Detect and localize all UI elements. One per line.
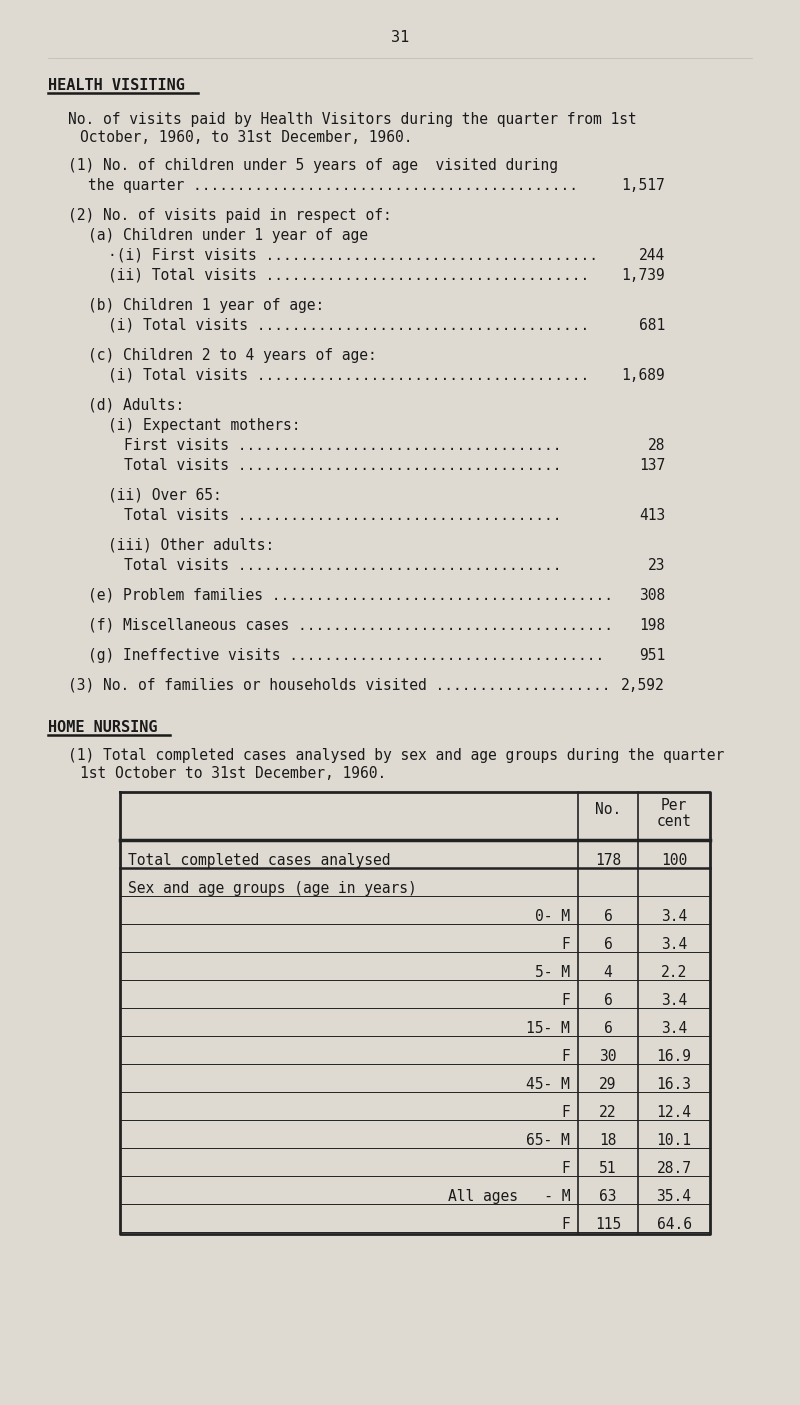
Text: 6: 6	[604, 993, 612, 1007]
Text: 3.4: 3.4	[661, 909, 687, 924]
Text: 2,592: 2,592	[622, 679, 665, 693]
Text: 16.9: 16.9	[657, 1050, 691, 1064]
Text: ·(i) First visits ......................................: ·(i) First visits ......................…	[108, 249, 598, 263]
Text: 198: 198	[638, 618, 665, 634]
Text: (ii) Total visits .....................................: (ii) Total visits ......................…	[108, 268, 590, 282]
Text: (3) No. of families or households visited ....................: (3) No. of families or households visite…	[68, 679, 610, 693]
Text: Per: Per	[661, 798, 687, 813]
Text: 4: 4	[604, 965, 612, 981]
Text: 28.7: 28.7	[657, 1161, 691, 1176]
Text: 23: 23	[647, 558, 665, 573]
Text: 35.4: 35.4	[657, 1189, 691, 1204]
Text: 64.6: 64.6	[657, 1217, 691, 1232]
Text: (c) Children 2 to 4 years of age:: (c) Children 2 to 4 years of age:	[88, 348, 377, 362]
Text: (1) Total completed cases analysed by sex and age groups during the quarter: (1) Total completed cases analysed by se…	[68, 747, 724, 763]
Text: (g) Ineffective visits ....................................: (g) Ineffective visits .................…	[88, 648, 604, 663]
Text: (i) Total visits ......................................: (i) Total visits .......................…	[108, 318, 590, 333]
Text: 6: 6	[604, 909, 612, 924]
Text: 137: 137	[638, 458, 665, 473]
Text: 1,689: 1,689	[622, 368, 665, 384]
Text: 18: 18	[599, 1132, 617, 1148]
Text: 0- M: 0- M	[535, 909, 570, 924]
Text: 3.4: 3.4	[661, 1021, 687, 1035]
Text: 28: 28	[647, 438, 665, 452]
Text: Total visits .....................................: Total visits ...........................…	[124, 458, 562, 473]
Text: (iii) Other adults:: (iii) Other adults:	[108, 538, 274, 554]
Text: 951: 951	[638, 648, 665, 663]
Text: (b) Children 1 year of age:: (b) Children 1 year of age:	[88, 298, 324, 313]
Text: 45- M: 45- M	[526, 1078, 570, 1092]
Text: 100: 100	[661, 853, 687, 868]
Text: (e) Problem families .......................................: (e) Problem families ...................…	[88, 589, 613, 603]
Text: F: F	[562, 993, 570, 1007]
Text: 6: 6	[604, 1021, 612, 1035]
Text: No. of visits paid by Health Visitors during the quarter from 1st: No. of visits paid by Health Visitors du…	[68, 112, 637, 126]
Text: (f) Miscellaneous cases ....................................: (f) Miscellaneous cases ................…	[88, 618, 613, 634]
Text: cent: cent	[657, 813, 691, 829]
Text: 413: 413	[638, 509, 665, 523]
Text: 308: 308	[638, 589, 665, 603]
Text: (1) No. of children under 5 years of age  visited during: (1) No. of children under 5 years of age…	[68, 157, 558, 173]
Text: 10.1: 10.1	[657, 1132, 691, 1148]
Text: 22: 22	[599, 1104, 617, 1120]
Text: 1st October to 31st December, 1960.: 1st October to 31st December, 1960.	[80, 766, 386, 781]
Text: (2) No. of visits paid in respect of:: (2) No. of visits paid in respect of:	[68, 208, 392, 223]
Text: F: F	[562, 1104, 570, 1120]
Text: F: F	[562, 1050, 570, 1064]
Text: 681: 681	[638, 318, 665, 333]
Text: 3.4: 3.4	[661, 993, 687, 1007]
Text: F: F	[562, 1217, 570, 1232]
Text: 31: 31	[391, 30, 409, 45]
Text: 1,517: 1,517	[622, 178, 665, 192]
Text: 6: 6	[604, 937, 612, 953]
Text: 244: 244	[638, 249, 665, 263]
Text: (a) Children under 1 year of age: (a) Children under 1 year of age	[88, 228, 368, 243]
Text: (i) Expectant mothers:: (i) Expectant mothers:	[108, 419, 301, 433]
Text: 51: 51	[599, 1161, 617, 1176]
Text: 1,739: 1,739	[622, 268, 665, 282]
Text: 15- M: 15- M	[526, 1021, 570, 1035]
Text: 16.3: 16.3	[657, 1078, 691, 1092]
Text: 65- M: 65- M	[526, 1132, 570, 1148]
Text: Sex and age groups (age in years): Sex and age groups (age in years)	[128, 881, 417, 896]
Text: 63: 63	[599, 1189, 617, 1204]
Text: F: F	[562, 937, 570, 953]
Text: 115: 115	[595, 1217, 621, 1232]
Text: Total visits .....................................: Total visits ...........................…	[124, 509, 562, 523]
Text: F: F	[562, 1161, 570, 1176]
Text: HOME NURSING: HOME NURSING	[48, 719, 158, 735]
Text: (i) Total visits ......................................: (i) Total visits .......................…	[108, 368, 590, 384]
Text: October, 1960, to 31st December, 1960.: October, 1960, to 31st December, 1960.	[80, 131, 413, 145]
Text: 3.4: 3.4	[661, 937, 687, 953]
Text: 29: 29	[599, 1078, 617, 1092]
Text: 5- M: 5- M	[535, 965, 570, 981]
Text: All ages   - M: All ages - M	[447, 1189, 570, 1204]
Text: 30: 30	[599, 1050, 617, 1064]
Text: Total completed cases analysed: Total completed cases analysed	[128, 853, 390, 868]
Text: First visits .....................................: First visits ...........................…	[124, 438, 562, 452]
Text: (ii) Over 65:: (ii) Over 65:	[108, 488, 222, 503]
Text: the quarter ............................................: the quarter ............................…	[88, 178, 578, 192]
Text: Total visits .....................................: Total visits ...........................…	[124, 558, 562, 573]
Text: No.: No.	[595, 802, 621, 816]
Text: HEALTH VISITING: HEALTH VISITING	[48, 79, 185, 93]
Text: 178: 178	[595, 853, 621, 868]
Text: 12.4: 12.4	[657, 1104, 691, 1120]
Text: (d) Adults:: (d) Adults:	[88, 398, 184, 413]
Text: 2.2: 2.2	[661, 965, 687, 981]
